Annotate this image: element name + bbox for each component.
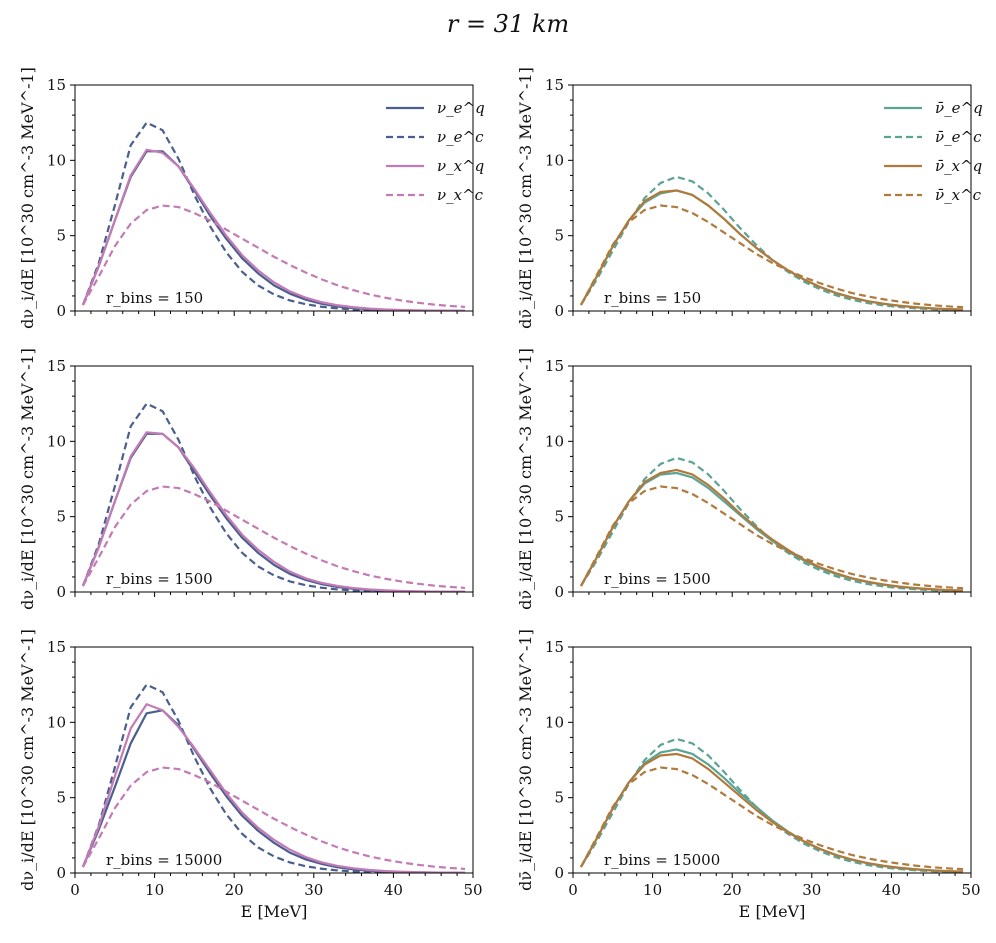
x-tick-label: 40 (882, 881, 901, 899)
series-group (81, 683, 466, 873)
series-line-4 (81, 766, 466, 871)
y-axis-label: dν̄_i/dE [10^30 cm^-3 MeV^-1] (516, 629, 535, 891)
rbins-annotation: r_bins = 1500 (106, 570, 213, 588)
series-line-3 (81, 148, 466, 311)
panel-left-bottom: 0 10 20 30 40 50 0 5 10 15 dν_i/dE [10^30 cm^-3 Me… (18, 629, 483, 921)
x-tick-label: 20 (723, 881, 742, 899)
x-tick-label: 10 (145, 881, 164, 899)
y-tick-label: 15 (47, 76, 66, 94)
rbins-annotation: r_bins = 1500 (604, 570, 711, 588)
x-tick-label: 50 (961, 881, 980, 899)
series-line-3 (579, 189, 964, 311)
series-line-4 (579, 485, 964, 590)
series-line-1 (81, 150, 466, 311)
y-tick-label: 5 (56, 789, 66, 807)
x-tick-label: 30 (802, 881, 821, 899)
series-line-4 (81, 204, 466, 309)
y-axis-label: dν_i/dE [10^30 cm^-3 MeV^-1] (18, 629, 37, 891)
panel-left-top: 0 5 10 15 dν_i/dE [10^30 cm^-3 MeV^-1] r_bins… (18, 67, 485, 329)
y-axis-label: dν̄_i/dE [10^30 cm^-3 MeV^-1] (516, 67, 535, 329)
series-group (81, 121, 466, 311)
y-tick-label: 15 (47, 638, 66, 656)
series-group (579, 175, 964, 311)
panel-left-middle: 0 5 10 15 dν_i/dE [10^30 cm^-3 MeV^-1] r_bins… (18, 348, 474, 610)
plot-frame (74, 84, 474, 312)
y-tick-label: 10 (47, 151, 66, 169)
legend: ν_e^q ν_e^c ν_x^q ν_x^c (386, 99, 485, 204)
rbins-annotation: r_bins = 15000 (106, 851, 222, 869)
plot-frame (572, 84, 972, 312)
y-tick-label: 10 (545, 713, 564, 731)
panel-right-middle: 0 5 10 15 dν̄_i/dE [10^30 cm^-3 MeV^-1] r_bin… (516, 348, 972, 610)
legend-label: ν̄_x^c (935, 186, 982, 204)
series-line-4 (579, 766, 964, 871)
y-tick-label: 0 (554, 583, 564, 601)
y-tick-label: 0 (554, 864, 564, 882)
y-tick-label: 5 (56, 508, 66, 526)
series-line-4 (579, 204, 964, 309)
y-tick-label: 0 (56, 864, 66, 882)
rbins-annotation: r_bins = 150 (604, 289, 701, 307)
y-tick-label: 5 (554, 227, 564, 245)
y-tick-label: 0 (56, 583, 66, 601)
y-tick-label: 10 (545, 432, 564, 450)
y-axis-label: dν_i/dE [10^30 cm^-3 MeV^-1] (18, 67, 37, 329)
x-tick-label: 40 (384, 881, 403, 899)
y-tick-label: 5 (56, 227, 66, 245)
y-tick-label: 5 (554, 789, 564, 807)
legend: ν̄_e^q ν̄_e^c ν̄_x^q ν̄_x^c (884, 99, 983, 204)
series-group (579, 456, 964, 592)
y-tick-label: 10 (545, 151, 564, 169)
y-tick-label: 10 (47, 713, 66, 731)
legend-label: ν̄_e^q (935, 99, 983, 117)
legend-label: ν̄_e^c (935, 128, 982, 146)
series-line-1 (81, 432, 466, 592)
series-line-2 (580, 456, 964, 592)
y-tick-label: 15 (545, 357, 564, 375)
series-group (81, 402, 466, 592)
y-tick-label: 15 (545, 76, 564, 94)
legend-label: ν̄_x^q (935, 157, 982, 175)
y-axis-label: dν_i/dE [10^30 cm^-3 MeV^-1] (18, 348, 37, 610)
series-line-4 (81, 485, 466, 590)
x-tick-label: 0 (568, 881, 578, 899)
panel-right-top: 0 5 10 15 dν̄_i/dE [10^30 cm^-3 MeV^-1] r_bin… (516, 67, 983, 329)
legend-label: ν_x^c (437, 186, 484, 204)
figure-title: r = 31 km (447, 10, 569, 38)
y-tick-label: 15 (545, 638, 564, 656)
series-line-3 (81, 703, 466, 873)
legend-label: ν_x^q (437, 157, 484, 175)
series-line-3 (81, 431, 466, 592)
y-tick-label: 15 (47, 357, 66, 375)
y-tick-label: 5 (554, 508, 564, 526)
x-axis-label: E [MeV] (739, 902, 806, 921)
x-tick-label: 10 (643, 881, 662, 899)
rbins-annotation: r_bins = 15000 (604, 851, 720, 869)
panel-right-bottom: 0 10 20 30 40 50 0 5 10 15 dν̄_i/dE [10^30 cm^-3 M… (516, 629, 981, 921)
x-tick-label: 30 (304, 881, 323, 899)
x-tick-label: 20 (225, 881, 244, 899)
plot-frame (74, 646, 474, 874)
panels-container: 0 5 10 15 dν_i/dE [10^30 cm^-3 MeV^-1] r_bins… (18, 67, 983, 921)
series-line-3 (579, 752, 964, 873)
series-group (579, 737, 964, 873)
plot-frame (572, 365, 972, 593)
plot-frame (74, 365, 474, 593)
x-tick-label: 50 (463, 881, 482, 899)
series-line-3 (579, 468, 964, 592)
x-axis-label: E [MeV] (241, 902, 308, 921)
y-tick-label: 10 (47, 432, 66, 450)
plot-frame (572, 646, 972, 874)
legend-label: ν_e^q (437, 99, 485, 117)
legend-label: ν_e^c (437, 128, 484, 146)
y-tick-label: 0 (554, 302, 564, 320)
x-tick-label: 0 (70, 881, 80, 899)
rbins-annotation: r_bins = 150 (106, 289, 203, 307)
y-axis-label: dν̄_i/dE [10^30 cm^-3 MeV^-1] (516, 348, 535, 610)
series-line-1 (81, 709, 466, 873)
y-tick-label: 0 (56, 302, 66, 320)
